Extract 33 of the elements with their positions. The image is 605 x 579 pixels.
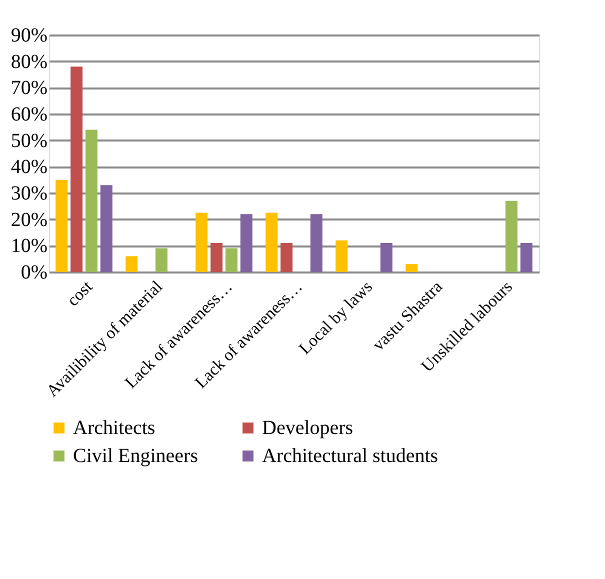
bar [336,240,348,272]
y-tick-label: 50% [10,130,48,152]
y-tick-label: 60% [10,104,48,126]
bar [85,130,98,272]
bar [100,185,112,272]
bar [225,248,238,272]
legend-label: Architects [73,417,156,439]
legend-label: Developers [262,417,354,439]
bar [280,243,293,272]
y-tick-label: 10% [10,235,48,258]
y-tick-label: 70% [10,77,48,100]
bar [126,256,138,272]
bar [310,214,322,272]
y-tick-label: 30% [10,182,48,204]
legend-label: Civil Engineers [73,445,198,467]
y-tick-label: 40% [10,156,48,178]
bar [406,264,418,272]
bar [196,212,208,272]
bar [505,200,518,272]
y-tick-label: 20% [10,208,48,231]
bar [266,212,278,272]
bar [210,243,223,272]
x-tick-label: cost [63,276,96,310]
bar [520,243,532,272]
bar [380,243,392,272]
bar [56,180,68,272]
y-tick-label: 90% [10,24,48,46]
bar [240,214,252,272]
legend-label: Architectural students [262,445,438,467]
y-tick-label: 0% [20,262,48,284]
bar [70,66,83,272]
y-tick-label: 80% [10,50,48,73]
bar [155,248,168,272]
